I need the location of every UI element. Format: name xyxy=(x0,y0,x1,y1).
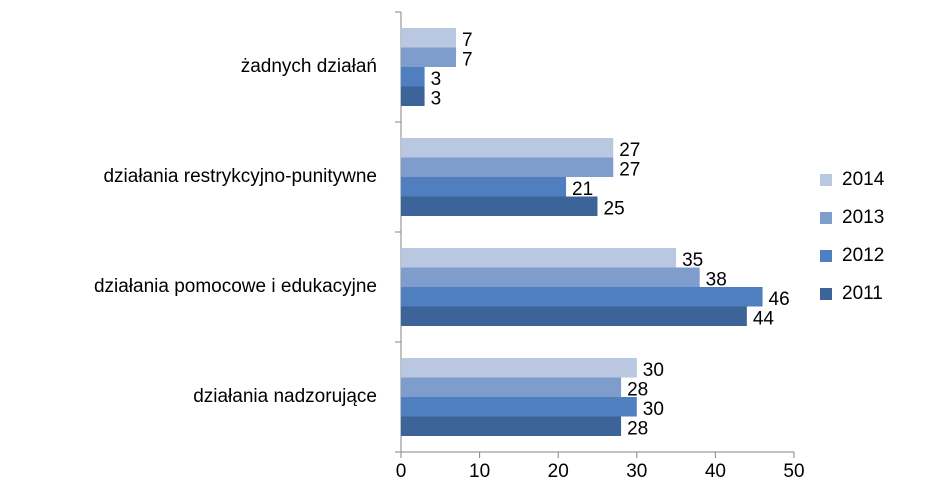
data-label: 21 xyxy=(572,179,593,200)
legend-swatch xyxy=(820,174,832,186)
y-tick-label: działania nadzorujące xyxy=(193,386,377,407)
data-label: 28 xyxy=(627,379,648,400)
data-label: 7 xyxy=(462,30,473,51)
data-label: 25 xyxy=(604,198,625,219)
data-label: 35 xyxy=(682,250,703,271)
x-tick-label: 20 xyxy=(548,461,569,482)
bar xyxy=(401,416,622,436)
bar xyxy=(401,248,677,268)
y-tick-label: działania restrykcyjno-punitywne xyxy=(103,166,377,187)
data-label: 44 xyxy=(753,308,775,329)
data-label: 30 xyxy=(643,360,664,381)
data-label: 28 xyxy=(627,418,648,439)
legend-label: 2014 xyxy=(842,169,885,190)
data-label: 46 xyxy=(769,289,790,310)
legend-label: 2013 xyxy=(842,207,884,228)
data-label: 3 xyxy=(431,88,442,109)
bar xyxy=(401,267,700,287)
bar xyxy=(401,86,425,106)
x-tick-label: 10 xyxy=(469,461,490,482)
y-tick-label: działania pomocowe i edukacyjne xyxy=(94,276,377,297)
x-tick-label: 40 xyxy=(705,461,726,482)
data-label: 30 xyxy=(643,399,664,420)
legend-label: 2011 xyxy=(842,283,883,304)
legend-swatch xyxy=(820,288,832,300)
bar xyxy=(401,157,614,177)
data-label: 27 xyxy=(619,159,640,180)
bar xyxy=(401,287,763,307)
bar xyxy=(401,138,614,158)
data-label: 3 xyxy=(431,69,442,90)
data-label: 27 xyxy=(619,140,640,161)
bar xyxy=(401,47,457,67)
data-label: 7 xyxy=(462,49,473,70)
legend-swatch xyxy=(820,212,832,224)
legend-swatch xyxy=(820,250,832,262)
data-label: 38 xyxy=(706,269,727,290)
bar xyxy=(401,358,637,378)
bar xyxy=(401,196,598,216)
bar xyxy=(401,377,622,397)
legend-label: 2012 xyxy=(842,245,884,266)
x-tick-label: 50 xyxy=(783,461,804,482)
bar xyxy=(401,67,425,87)
x-tick-label: 30 xyxy=(626,461,647,482)
bar xyxy=(401,28,457,48)
y-tick-label: żadnych działań xyxy=(241,56,377,77)
x-tick-label: 0 xyxy=(396,461,407,482)
bar xyxy=(401,177,567,197)
bar xyxy=(401,306,747,326)
bar xyxy=(401,397,637,417)
